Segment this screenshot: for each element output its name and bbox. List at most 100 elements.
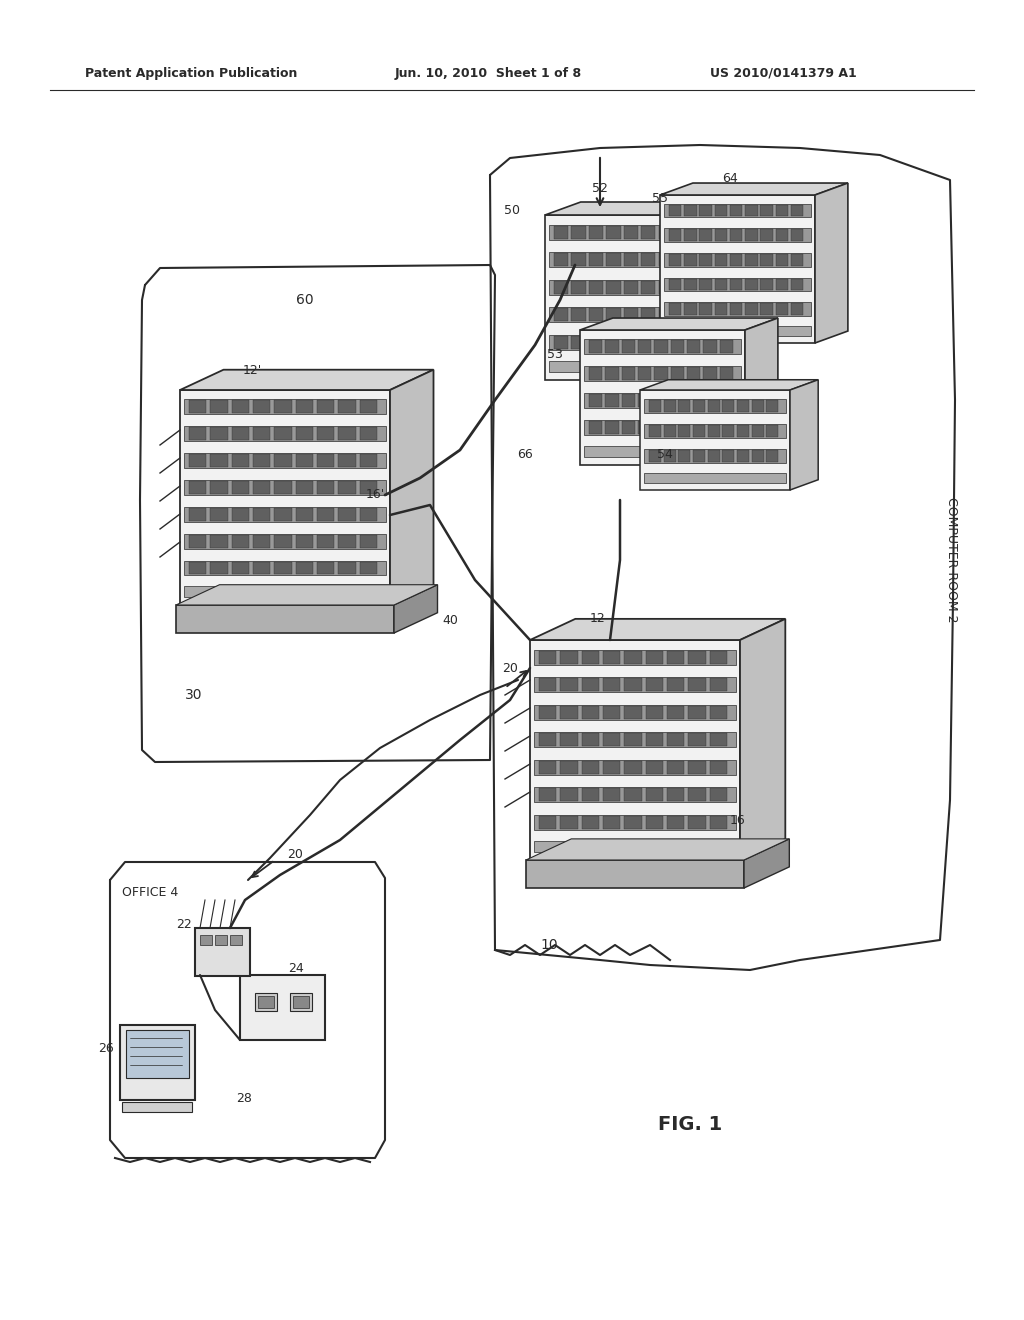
Bar [669,205,681,216]
Bar [253,561,270,574]
Bar [671,421,684,434]
Bar [534,759,736,775]
Bar [624,281,638,294]
Bar [589,335,603,348]
Bar [791,279,803,290]
Bar [676,253,690,267]
Text: 66: 66 [517,449,532,462]
Bar [582,760,599,774]
Bar [560,678,578,692]
Bar [722,450,734,462]
Bar [274,428,292,440]
Bar [693,226,708,239]
Bar [669,230,681,240]
Polygon shape [390,370,433,605]
Bar [584,446,741,457]
Bar [745,304,758,315]
Text: 22: 22 [176,917,193,931]
Bar [646,678,664,692]
Bar [539,706,556,719]
Bar [667,760,684,774]
Bar [296,454,313,467]
Bar [669,304,681,315]
Text: 60: 60 [296,293,313,308]
Bar [605,421,618,434]
Bar [703,367,717,380]
Bar [274,508,292,520]
Bar [667,706,684,719]
Bar [720,367,733,380]
Bar [189,535,207,548]
Bar [684,304,696,315]
Bar [664,400,676,412]
Bar [210,561,227,574]
Bar [667,788,684,801]
Bar [625,651,642,664]
Bar [255,993,278,1011]
Bar [603,788,621,801]
Bar [359,535,377,548]
Bar [641,308,655,321]
Bar [678,400,690,412]
Bar [638,421,651,434]
Bar [699,304,712,315]
Text: 64: 64 [722,172,738,185]
Bar [549,335,716,350]
Bar [745,279,758,290]
Bar [688,760,706,774]
Bar [654,395,668,408]
Bar [684,279,696,290]
Bar [730,304,742,315]
Bar [231,535,249,548]
Bar [606,335,621,348]
Bar [549,252,716,267]
Bar [539,760,556,774]
Bar [189,508,207,520]
Bar [687,421,700,434]
Bar [761,205,773,216]
Bar [534,814,736,830]
Text: COMPUTER ROOM 2: COMPUTER ROOM 2 [945,498,958,623]
Bar [688,733,706,746]
Polygon shape [640,380,818,389]
Bar [641,335,655,348]
Bar [625,788,642,801]
Bar [693,335,708,348]
Bar [644,473,786,483]
Bar [231,508,249,520]
Bar [589,308,603,321]
Polygon shape [180,370,433,389]
Bar [624,226,638,239]
Bar [589,395,602,408]
Bar [761,230,773,240]
Bar [571,253,586,267]
Bar [296,508,313,520]
Bar [589,281,603,294]
Text: 40: 40 [442,614,458,627]
Bar [699,230,712,240]
Bar [693,450,705,462]
Text: 30: 30 [185,688,203,702]
Text: US 2010/0141379 A1: US 2010/0141379 A1 [710,66,857,79]
Bar [684,230,696,240]
Bar [526,861,744,888]
Bar [737,450,749,462]
Bar [231,428,249,440]
Bar [688,816,706,829]
Bar [649,400,662,412]
Text: OFFICE 4: OFFICE 4 [122,887,178,899]
Bar [687,395,700,408]
Bar [605,367,618,380]
Bar [676,308,690,321]
Bar [549,224,716,240]
Polygon shape [530,640,740,861]
Bar [589,226,603,239]
Bar [664,450,676,462]
Bar [296,561,313,574]
Bar [649,450,662,462]
Bar [231,454,249,467]
Bar [560,706,578,719]
Bar [646,760,664,774]
Bar [664,203,811,218]
Bar [560,816,578,829]
